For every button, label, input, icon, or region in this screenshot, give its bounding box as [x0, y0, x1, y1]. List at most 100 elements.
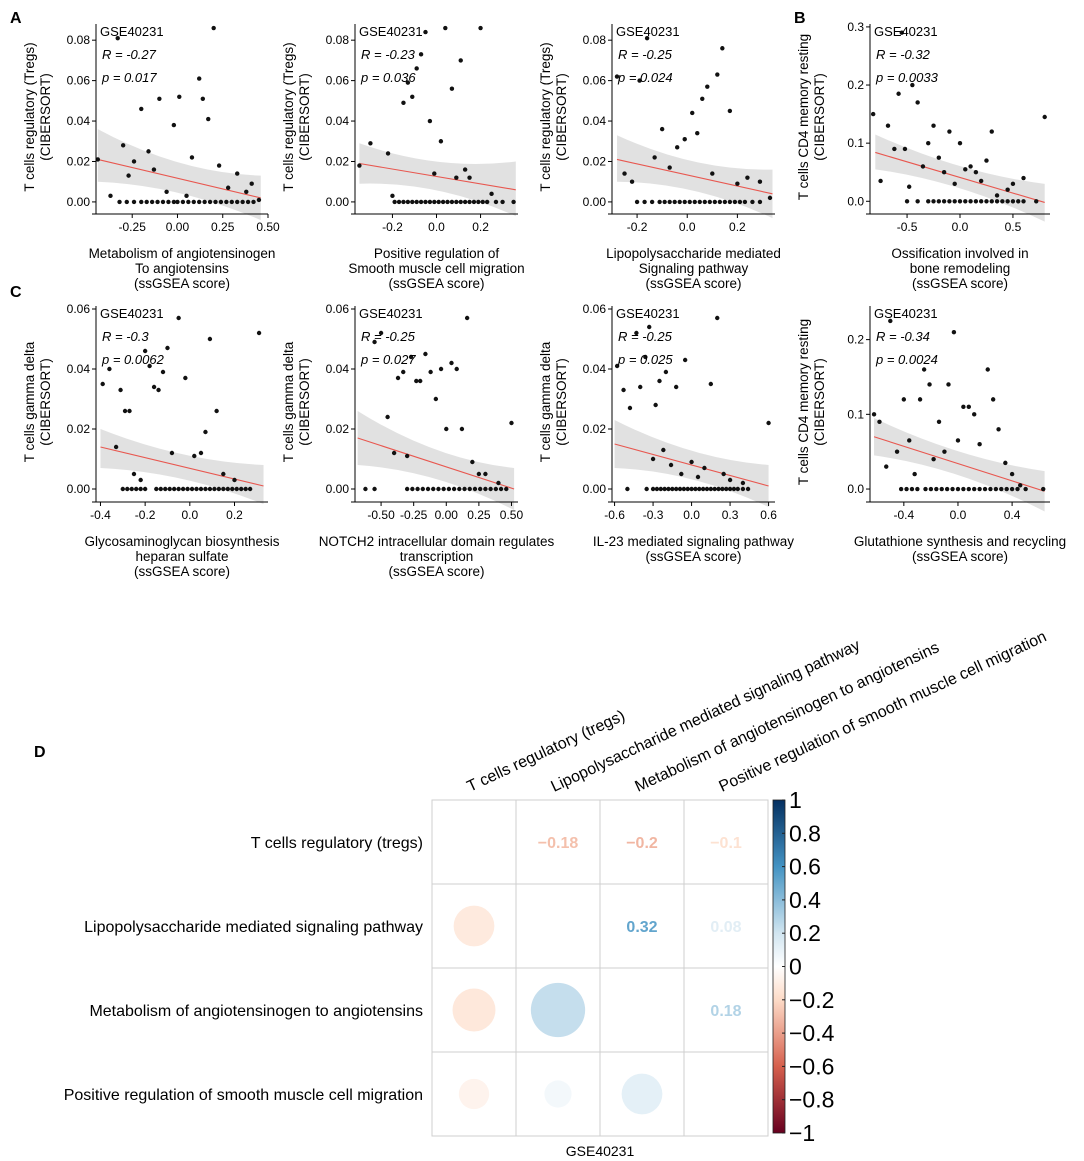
data-point — [673, 384, 679, 390]
data-point — [100, 381, 105, 387]
colorbar-tick-label: 0.2 — [789, 920, 821, 946]
data-point — [988, 486, 993, 492]
data-point — [977, 442, 982, 447]
data-point — [702, 199, 707, 205]
data-point — [687, 199, 692, 205]
x-tick-label: -0.25 — [119, 220, 147, 234]
colorbar-tick-label: −0.8 — [789, 1087, 834, 1113]
data-point — [192, 453, 197, 459]
data-point — [186, 199, 191, 205]
x-tick-label: -0.50 — [367, 508, 395, 522]
x-axis-label: (ssGSEA score) — [134, 564, 230, 579]
data-point — [144, 199, 149, 205]
data-point — [243, 486, 248, 492]
data-point — [727, 108, 733, 114]
data-point — [169, 450, 175, 456]
data-point — [458, 58, 463, 63]
y-tick-label: 0.00 — [67, 195, 91, 209]
data-point — [902, 146, 908, 152]
colorbar-tick-label: −0.4 — [789, 1020, 835, 1046]
x-axis-label: (ssGSEA score) — [645, 276, 741, 291]
data-point — [126, 173, 131, 178]
data-point — [950, 486, 955, 492]
data-point — [454, 366, 459, 372]
colorbar-tick-label: −1 — [789, 1120, 815, 1146]
data-point — [968, 164, 973, 169]
data-point — [990, 397, 996, 402]
data-point — [203, 486, 208, 492]
x-axis-label: (ssGSEA score) — [388, 276, 484, 291]
data-point — [154, 486, 159, 492]
data-point — [668, 462, 674, 468]
data-point — [131, 159, 137, 164]
data-point — [952, 199, 957, 204]
data-point — [138, 486, 143, 492]
data-point — [923, 486, 928, 492]
scatter-plot-p4: -0.5 0.0 0.5 0.0 0.1 0.2 0.3 GSE40231 R = -0.32 p… — [796, 20, 1050, 291]
data-point — [423, 29, 428, 35]
data-point — [142, 486, 148, 492]
data-point — [432, 199, 437, 205]
data-point — [657, 199, 662, 205]
data-point — [200, 96, 206, 102]
regression-line — [359, 162, 516, 191]
data-point — [191, 199, 196, 205]
dataset-label: GSE40231 — [874, 306, 938, 321]
data-point — [423, 199, 428, 205]
data-point — [740, 480, 746, 486]
data-point — [926, 199, 931, 204]
data-point — [432, 171, 437, 176]
data-point — [712, 199, 718, 205]
y-axis-label: (CIBERSORT) — [297, 73, 312, 161]
data-point — [180, 199, 186, 205]
data-point — [1015, 486, 1020, 492]
y-tick-label: 0.02 — [67, 154, 91, 168]
data-point — [418, 199, 424, 205]
y-tick-label: 0.04 — [583, 362, 607, 376]
dataset-label: GSE40231 — [359, 306, 423, 321]
x-axis-label: (ssGSEA score) — [912, 276, 1008, 291]
data-point — [423, 351, 428, 357]
data-point — [443, 25, 448, 31]
row-label: Lipopolysaccharide mediated signaling pa… — [84, 919, 423, 936]
data-point — [418, 378, 423, 384]
p-value-label: p = 0.036 — [360, 70, 416, 85]
data-point — [732, 199, 738, 205]
data-point — [682, 199, 687, 205]
data-point — [934, 486, 939, 492]
data-point — [724, 486, 729, 492]
data-point — [198, 450, 204, 456]
data-point — [917, 397, 923, 402]
data-point — [401, 369, 406, 375]
data-point — [896, 91, 901, 96]
matrix-cell — [431, 799, 517, 885]
data-point — [247, 486, 253, 492]
data-point — [705, 84, 710, 89]
data-point — [931, 123, 936, 128]
x-axis-label: (ssGSEA score) — [912, 549, 1008, 564]
data-point — [378, 330, 384, 336]
data-point — [238, 486, 244, 492]
correlation-value-label: −0.18 — [538, 835, 579, 852]
data-point — [915, 486, 920, 492]
x-tick-label: -0.2 — [382, 220, 403, 234]
data-point — [697, 486, 702, 492]
data-point — [216, 163, 222, 168]
data-point — [142, 348, 148, 354]
data-point — [677, 199, 682, 205]
data-point — [627, 405, 633, 411]
data-point — [677, 486, 683, 492]
scatter-plot-p2: -0.2 0.0 0.2 0.00 0.02 0.04 0.06 0.08 GSE40231 R … — [281, 24, 525, 291]
x-tick-label: 0.2 — [226, 508, 243, 522]
data-point — [1041, 486, 1046, 492]
data-point — [877, 419, 882, 424]
data-point — [951, 329, 957, 335]
colorbar-tick-label: −0.6 — [789, 1053, 834, 1079]
colorbar-tick-label: −0.2 — [789, 987, 834, 1013]
data-point — [885, 123, 891, 128]
data-point — [720, 46, 725, 51]
data-point — [978, 199, 984, 204]
data-point — [221, 471, 226, 477]
data-point — [682, 357, 688, 363]
data-point — [256, 330, 262, 336]
